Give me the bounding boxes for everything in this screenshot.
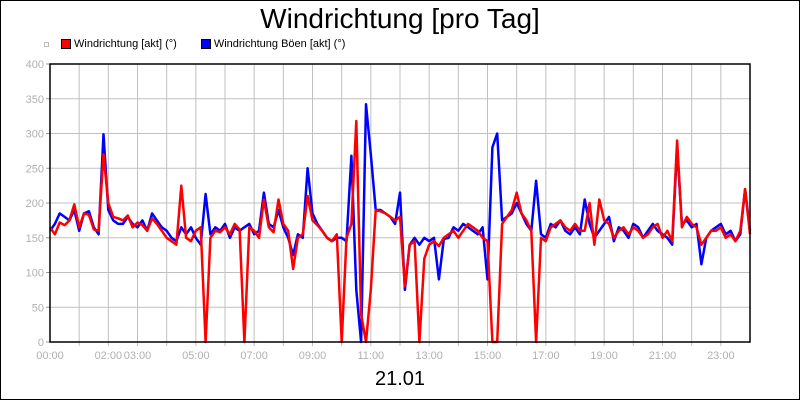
y-tick-label: 400: [26, 59, 44, 71]
legend-item-blue: Windrichtung Böen [akt] (°): [200, 38, 346, 50]
x-axis-label: 21.01: [374, 368, 426, 390]
y-tick-label: 300: [26, 129, 44, 141]
x-tick-label: 13:00: [415, 350, 443, 362]
y-tick-label: 150: [26, 233, 44, 245]
y-tick-label: 0: [38, 337, 44, 349]
x-tick-label: 11:00: [357, 350, 384, 362]
legend-label: Windrichtung Böen [akt] (°): [213, 38, 346, 50]
series-line-boeen: [48, 103, 752, 344]
x-tick-label: 17:00: [532, 350, 560, 362]
y-tick-label: 350: [26, 94, 44, 106]
x-tick-label: 09:00: [299, 350, 327, 362]
y-tick-label: 100: [26, 268, 44, 280]
y-tick-label: 50: [32, 302, 44, 314]
plot-frame: [49, 63, 751, 343]
x-tick-label: 21:00: [649, 350, 677, 362]
chart-title: Windrichtung [pro Tag]: [260, 3, 540, 34]
legend-swatch-blue: [200, 39, 211, 49]
legend-swatch-red: [61, 39, 71, 49]
x-tick-label: 02:00: [95, 350, 123, 362]
x-tick-label: 07:00: [240, 350, 268, 362]
y-tick-label: 250: [26, 163, 44, 175]
x-tick-label: 00:00: [36, 350, 64, 362]
legend: Windrichtung [akt] (°) Windrichtung Böen…: [44, 38, 369, 50]
series-line-akt: [48, 119, 752, 344]
x-tick-label: 05:00: [182, 350, 210, 362]
x-tick-label: 15:00: [474, 350, 502, 362]
x-tick-label: 23:00: [707, 350, 735, 362]
x-tick-label: 03:00: [124, 350, 152, 362]
x-tick-label: 19:00: [590, 350, 618, 362]
legend-label: Windrichtung [akt] (°): [74, 38, 177, 50]
y-tick-label: 200: [26, 198, 44, 210]
legend-marker-icon: [44, 41, 49, 47]
legend-item-red: Windrichtung [akt] (°): [61, 38, 177, 50]
